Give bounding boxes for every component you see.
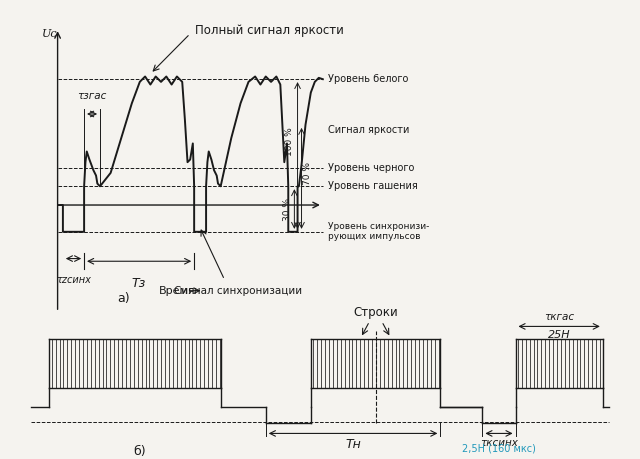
Text: 2,5Н (160 мкс): 2,5Н (160 мкс) [462, 444, 536, 454]
Text: Tн: Tн [345, 437, 361, 451]
Text: Уровень белого: Уровень белого [328, 74, 408, 84]
Text: τzсинх: τzсинх [56, 274, 91, 285]
Text: Uс: Uс [42, 28, 58, 39]
Text: Сигнал яркости: Сигнал яркости [328, 125, 410, 135]
Text: б): б) [133, 445, 146, 458]
Text: а): а) [118, 292, 130, 305]
Text: τзгас: τзгас [77, 90, 107, 101]
Text: 100 %: 100 % [285, 128, 294, 157]
Text: Уровень синхронизи-
рующих импульсов: Уровень синхронизи- рующих импульсов [328, 222, 429, 241]
Text: 30 %: 30 % [283, 197, 292, 220]
Text: Полный сигнал яркости: Полный сигнал яркости [195, 24, 344, 38]
Text: 70 %: 70 % [303, 162, 312, 185]
Text: Уровень черного: Уровень черного [328, 162, 415, 173]
Text: Время: Время [159, 285, 195, 296]
Text: τксинх: τксинх [480, 437, 518, 448]
Text: 25Н: 25Н [548, 330, 570, 340]
Text: Tз: Tз [132, 277, 146, 290]
Text: Уровень гашения: Уровень гашения [328, 181, 418, 191]
Text: τкгас: τкгас [544, 312, 574, 322]
Text: Строки: Строки [353, 306, 398, 319]
Text: Сигнал синхронизации: Сигнал синхронизации [174, 285, 302, 296]
